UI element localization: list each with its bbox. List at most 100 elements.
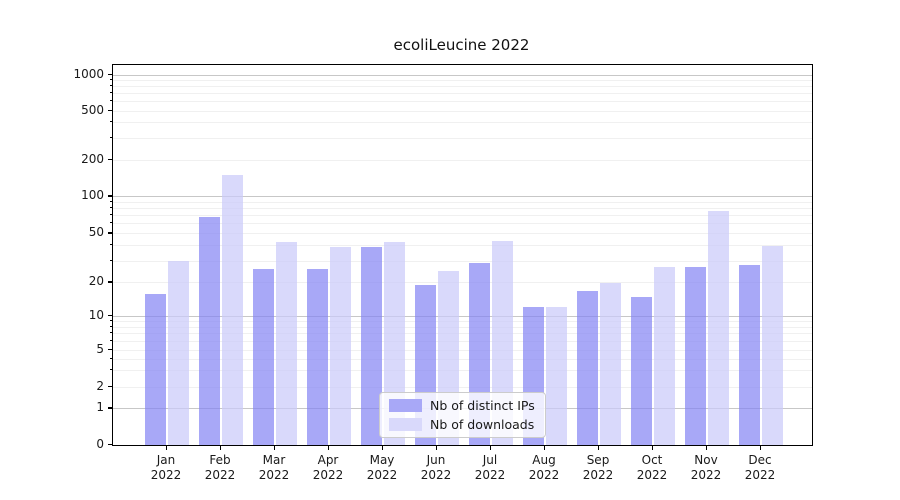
y-minor-tick bbox=[109, 121, 112, 123]
x-tick-label: Jul 2022 bbox=[474, 453, 506, 482]
y-minor-tick bbox=[109, 259, 112, 261]
y-minor-tick bbox=[109, 332, 112, 334]
chart-title: ecoliLeucine 2022 bbox=[393, 36, 530, 54]
gridline-minor bbox=[113, 122, 812, 124]
y-tick bbox=[107, 407, 112, 409]
plot-area: Nb of distinct IPs Nb of downloads bbox=[112, 64, 813, 446]
x-tick bbox=[219, 445, 221, 450]
gridline-minor bbox=[113, 159, 812, 161]
y-minor-tick bbox=[109, 319, 112, 321]
bar-distinct-ips bbox=[252, 268, 275, 445]
x-tick-label: Mar 2022 bbox=[258, 453, 290, 482]
y-minor-tick bbox=[109, 348, 112, 350]
y-tick bbox=[107, 314, 112, 317]
y-minor-tick bbox=[109, 92, 112, 94]
bar-distinct-ips bbox=[630, 296, 653, 445]
gridline-minor bbox=[113, 260, 812, 262]
gridline-minor bbox=[113, 386, 812, 388]
y-tick-label: 500 bbox=[81, 102, 104, 117]
gridline-minor bbox=[113, 326, 812, 328]
gridline-minor bbox=[113, 349, 812, 351]
y-tick-label: 20 bbox=[88, 274, 104, 289]
x-tick bbox=[165, 445, 167, 450]
gridline-minor bbox=[113, 201, 812, 203]
gridline-minor bbox=[113, 215, 812, 217]
gridline-major bbox=[113, 74, 812, 76]
legend-item-distinct-ips: Nb of distinct IPs bbox=[380, 398, 545, 413]
y-minor-tick bbox=[109, 200, 112, 202]
y-minor-tick bbox=[109, 214, 112, 216]
x-tick-label: Aug 2022 bbox=[528, 453, 560, 482]
y-tick-label: 5 bbox=[96, 341, 104, 356]
legend-swatch-downloads bbox=[389, 418, 422, 431]
gridline-minor bbox=[113, 282, 812, 284]
legend-label-distinct-ips: Nb of distinct IPs bbox=[430, 398, 535, 413]
bar-distinct-ips bbox=[738, 264, 761, 445]
gridline-minor bbox=[113, 208, 812, 210]
gridline-minor bbox=[113, 110, 812, 112]
y-minor-tick bbox=[109, 109, 112, 111]
x-tick-label: Oct 2022 bbox=[636, 453, 668, 482]
x-tick bbox=[597, 445, 599, 450]
y-tick bbox=[107, 73, 112, 75]
y-tick-label: 0 bbox=[96, 436, 104, 451]
bar-distinct-ips bbox=[198, 217, 221, 445]
y-tick-label: 100 bbox=[81, 188, 104, 203]
y-minor-tick bbox=[109, 325, 112, 327]
gridline-minor bbox=[113, 358, 812, 360]
y-minor-tick bbox=[109, 339, 112, 341]
x-tick bbox=[435, 445, 437, 450]
x-tick bbox=[705, 445, 707, 450]
x-tick bbox=[543, 445, 545, 450]
y-tick-label: 200 bbox=[81, 151, 104, 166]
y-tick-label: 1000 bbox=[73, 66, 104, 81]
x-tick bbox=[759, 445, 761, 450]
gridline-minor bbox=[113, 101, 812, 103]
legend: Nb of distinct IPs Nb of downloads bbox=[379, 392, 546, 438]
x-tick bbox=[327, 445, 329, 450]
bar-downloads bbox=[221, 175, 244, 445]
bar-downloads bbox=[329, 246, 352, 445]
x-tick bbox=[381, 445, 383, 450]
x-tick-label: Jan 2022 bbox=[150, 453, 182, 482]
gridline-minor bbox=[113, 223, 812, 225]
x-tick-label: Apr 2022 bbox=[312, 453, 344, 482]
x-tick-label: Nov 2022 bbox=[690, 453, 722, 482]
legend-item-downloads: Nb of downloads bbox=[380, 417, 545, 432]
y-minor-tick bbox=[109, 85, 112, 87]
gridline-minor bbox=[113, 333, 812, 335]
y-minor-tick bbox=[109, 357, 112, 359]
gridline-minor bbox=[113, 370, 812, 372]
x-tick-label: Feb 2022 bbox=[204, 453, 236, 482]
bar-distinct-ips bbox=[144, 293, 167, 445]
y-minor-tick bbox=[109, 244, 112, 246]
bar-downloads bbox=[167, 261, 190, 445]
y-tick-label: 2 bbox=[96, 378, 104, 393]
gridline-minor bbox=[113, 137, 812, 139]
y-minor-tick bbox=[109, 136, 112, 138]
gridline-major bbox=[113, 315, 812, 317]
legend-label-downloads: Nb of downloads bbox=[430, 417, 535, 432]
y-tick-label: 1 bbox=[96, 400, 104, 415]
gridline-minor bbox=[113, 79, 812, 81]
gridline-minor bbox=[113, 340, 812, 342]
y-tick-label: 10 bbox=[88, 307, 104, 322]
bar-downloads bbox=[653, 266, 676, 445]
gridline-minor bbox=[113, 320, 812, 322]
y-minor-tick bbox=[109, 78, 112, 80]
y-minor-tick bbox=[109, 232, 112, 234]
y-tick bbox=[107, 195, 112, 197]
y-minor-tick bbox=[109, 207, 112, 209]
gridline-minor bbox=[113, 233, 812, 235]
y-minor-tick bbox=[109, 281, 112, 283]
bar-distinct-ips bbox=[684, 266, 707, 445]
y-minor-tick bbox=[109, 158, 112, 160]
x-tick-label: Jun 2022 bbox=[420, 453, 452, 482]
x-tick-label: Sep 2022 bbox=[582, 453, 614, 482]
x-tick bbox=[273, 445, 275, 450]
gridline-major bbox=[113, 196, 812, 198]
bar-downloads bbox=[275, 241, 298, 445]
y-tick-label: 50 bbox=[88, 225, 104, 240]
gridline-minor bbox=[113, 93, 812, 95]
